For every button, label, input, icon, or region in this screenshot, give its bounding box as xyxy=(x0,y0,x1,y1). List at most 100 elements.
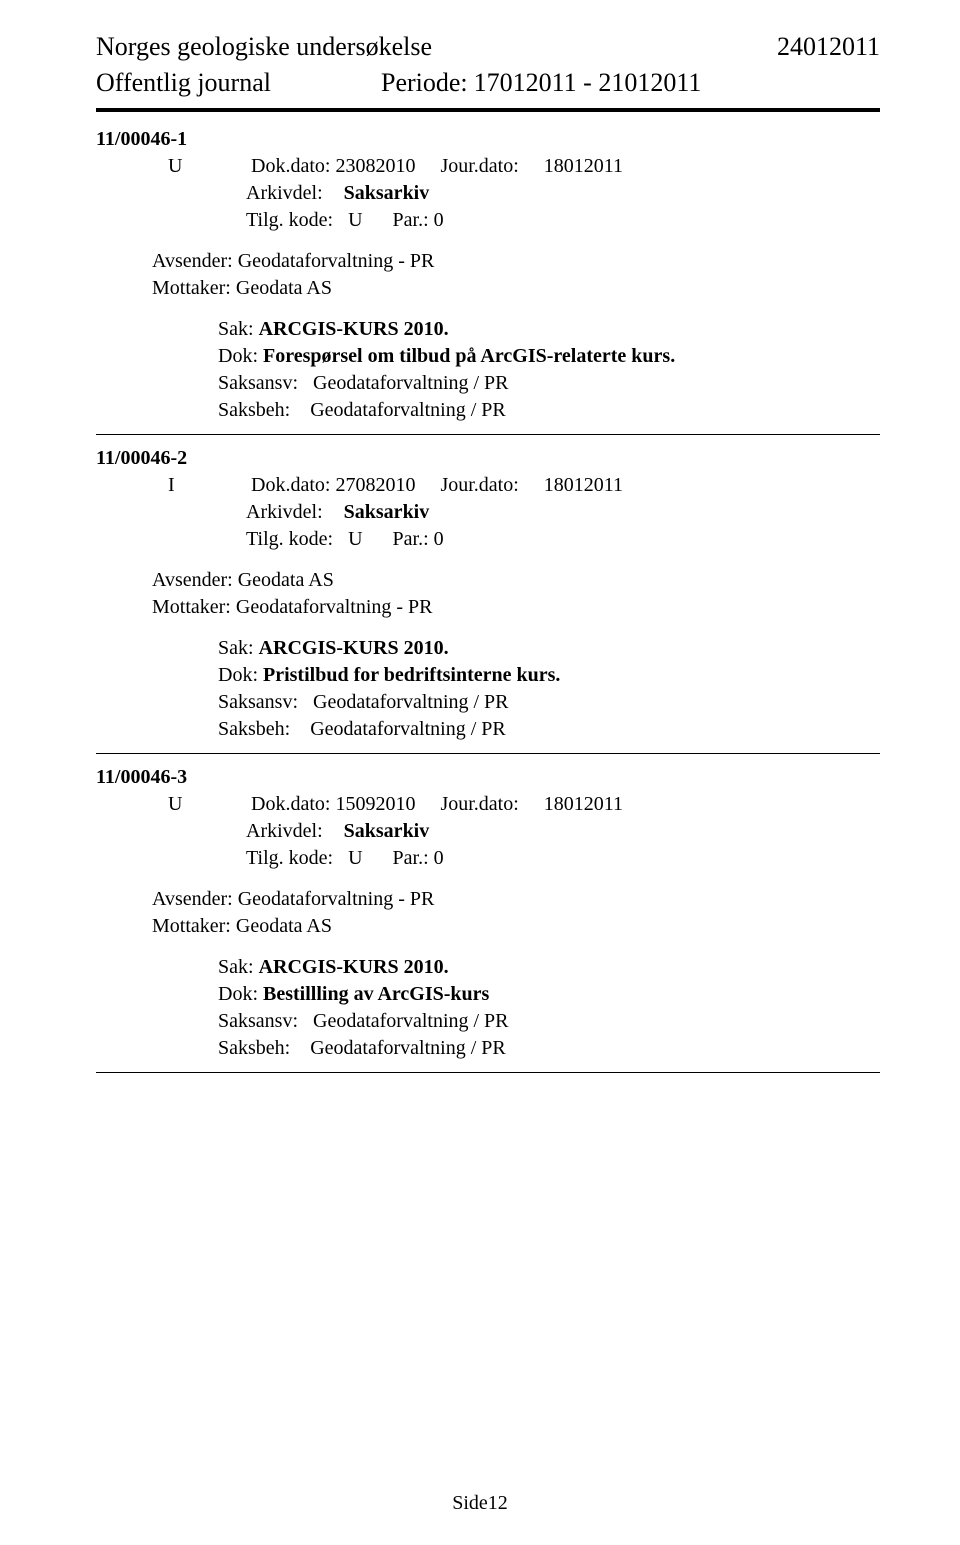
avsender-line: Avsender: Geodataforvaltning - PR xyxy=(152,248,880,275)
dok-line: Dok: Forespørsel om tilbud på ArcGIS-rel… xyxy=(218,343,880,370)
saksbeh-line: Saksbeh: Geodataforvaltning / PR xyxy=(218,716,880,743)
saksansv-line: Saksansv: Geodataforvaltning / PR xyxy=(218,689,880,716)
sak-line: Sak: ARCGIS-KURS 2010. xyxy=(218,954,880,981)
mottaker-label: Mottaker: xyxy=(152,915,231,937)
saksbeh-line: Saksbeh: Geodataforvaltning / PR xyxy=(218,397,880,424)
mottaker-value: Geodataforvaltning - PR xyxy=(236,596,433,618)
saksansv-value: Geodataforvaltning / PR xyxy=(313,691,509,713)
avsender-value: Geodataforvaltning - PR xyxy=(238,250,435,272)
tilgkode-label: Tilg. kode: xyxy=(246,528,333,550)
arkivdel-label: Arkivdel: xyxy=(246,820,323,842)
jourdato-label: Jour.dato: xyxy=(440,793,518,815)
journal-entry: 11/00046-1 U Dok.dato: 23082010 Jour.dat… xyxy=(96,128,880,424)
saksansv-label: Saksansv: xyxy=(218,1010,298,1032)
dok-label: Dok: xyxy=(218,983,258,1005)
par-value: 0 xyxy=(434,847,444,869)
saksansv-value: Geodataforvaltning / PR xyxy=(313,372,509,394)
journal-entry: 11/00046-3 U Dok.dato: 15092010 Jour.dat… xyxy=(96,766,880,1062)
dok-line: Dok: Bestillling av ArcGIS-kurs xyxy=(218,981,880,1008)
mottaker-value: Geodata AS xyxy=(236,277,332,299)
saksansv-line: Saksansv: Geodataforvaltning / PR xyxy=(218,1008,880,1035)
sak-line: Sak: ARCGIS-KURS 2010. xyxy=(218,316,880,343)
page: Norges geologiske undersøkelse 24012011 … xyxy=(0,0,960,1545)
saksansv-label: Saksansv: xyxy=(218,691,298,713)
saksbeh-label: Saksbeh: xyxy=(218,718,290,740)
party-block: Avsender: Geodataforvaltning - PR Mottak… xyxy=(152,248,880,302)
page-footer: Side12 xyxy=(0,1492,960,1515)
arkivdel-line: Arkivdel: Saksarkiv xyxy=(246,818,880,845)
arkivdel-line: Arkivdel: Saksarkiv xyxy=(246,499,880,526)
arkivdel-label: Arkivdel: xyxy=(246,182,323,204)
sak-value: ARCGIS-KURS 2010. xyxy=(259,637,449,659)
dok-label: Dok: xyxy=(218,345,258,367)
par-label: Par.: xyxy=(393,209,429,231)
avsender-label: Avsender: xyxy=(152,888,233,910)
par-label: Par.: xyxy=(393,528,429,550)
sak-block: Sak: ARCGIS-KURS 2010. Dok: Bestillling … xyxy=(218,954,880,1062)
avsender-line: Avsender: Geodataforvaltning - PR xyxy=(152,886,880,913)
dokdato-value: 15092010 xyxy=(335,793,415,815)
direction-letter: I xyxy=(168,472,246,499)
avsender-value: Geodataforvaltning - PR xyxy=(238,888,435,910)
saksbeh-line: Saksbeh: Geodataforvaltning / PR xyxy=(218,1035,880,1062)
saksbeh-label: Saksbeh: xyxy=(218,399,290,421)
dok-line: Dok: Pristilbud for bedriftsinterne kurs… xyxy=(218,662,880,689)
sak-block: Sak: ARCGIS-KURS 2010. Dok: Pristilbud f… xyxy=(218,635,880,743)
mottaker-line: Mottaker: Geodataforvaltning - PR xyxy=(152,594,880,621)
saksbeh-label: Saksbeh: xyxy=(218,1037,290,1059)
journal-entry: 11/00046-2 I Dok.dato: 27082010 Jour.dat… xyxy=(96,447,880,743)
avsender-label: Avsender: xyxy=(152,250,233,272)
saksbeh-value: Geodataforvaltning / PR xyxy=(310,1037,506,1059)
header-date: 24012011 xyxy=(777,32,880,62)
case-id: 11/00046-2 xyxy=(96,447,880,470)
tilgkode-value: U xyxy=(348,528,362,550)
saksansv-value: Geodataforvaltning / PR xyxy=(313,1010,509,1032)
party-block: Avsender: Geodata AS Mottaker: Geodatafo… xyxy=(152,567,880,621)
tilgkode-value: U xyxy=(348,847,362,869)
arkivdel-value: Saksarkiv xyxy=(344,501,430,523)
entry-rule xyxy=(96,1072,880,1073)
dokdato-label: Dok.dato: xyxy=(251,793,330,815)
dok-value: Forespørsel om tilbud på ArcGIS-relatert… xyxy=(263,345,675,367)
period-label: Periode: xyxy=(381,68,468,98)
tilgkode-label: Tilg. kode: xyxy=(246,209,333,231)
sak-block: Sak: ARCGIS-KURS 2010. Dok: Forespørsel … xyxy=(218,316,880,424)
journal-label: Offentlig journal xyxy=(96,68,271,98)
sak-value: ARCGIS-KURS 2010. xyxy=(259,318,449,340)
dok-label: Dok: xyxy=(218,664,258,686)
party-block: Avsender: Geodataforvaltning - PR Mottak… xyxy=(152,886,880,940)
sak-line: Sak: ARCGIS-KURS 2010. xyxy=(218,635,880,662)
sak-label: Sak: xyxy=(218,318,254,340)
sak-value: ARCGIS-KURS 2010. xyxy=(259,956,449,978)
mottaker-line: Mottaker: Geodata AS xyxy=(152,913,880,940)
par-value: 0 xyxy=(434,528,444,550)
meta-line: U Dok.dato: 23082010 Jour.dato: 18012011 xyxy=(168,153,880,180)
header-row-2: Offentlig journal Periode: 17012011 - 21… xyxy=(96,68,880,98)
header-rule xyxy=(96,108,880,112)
sak-label: Sak: xyxy=(218,637,254,659)
dokdato-label: Dok.dato: xyxy=(251,155,330,177)
page-number: Side12 xyxy=(452,1492,508,1514)
org-name: Norges geologiske undersøkelse xyxy=(96,32,432,62)
avsender-value: Geodata AS xyxy=(238,569,334,591)
jourdato-value: 18012011 xyxy=(544,155,623,177)
dok-value: Pristilbud for bedriftsinterne kurs. xyxy=(263,664,560,686)
dokdato-label: Dok.dato: xyxy=(251,474,330,496)
case-id: 11/00046-1 xyxy=(96,128,880,151)
par-label: Par.: xyxy=(393,847,429,869)
arkivdel-value: Saksarkiv xyxy=(344,182,430,204)
jourdato-value: 18012011 xyxy=(544,474,623,496)
case-id: 11/00046-3 xyxy=(96,766,880,789)
tilg-line: Tilg. kode: U Par.: 0 xyxy=(246,526,880,553)
direction-letter: U xyxy=(168,153,246,180)
avsender-line: Avsender: Geodata AS xyxy=(152,567,880,594)
sak-label: Sak: xyxy=(218,956,254,978)
period-value: 17012011 - 21012011 xyxy=(474,68,702,98)
entry-rule xyxy=(96,753,880,754)
saksbeh-value: Geodataforvaltning / PR xyxy=(310,399,506,421)
jourdato-label: Jour.dato: xyxy=(440,155,518,177)
jourdato-value: 18012011 xyxy=(544,793,623,815)
meta-line: I Dok.dato: 27082010 Jour.dato: 18012011 xyxy=(168,472,880,499)
par-value: 0 xyxy=(434,209,444,231)
avsender-label: Avsender: xyxy=(152,569,233,591)
